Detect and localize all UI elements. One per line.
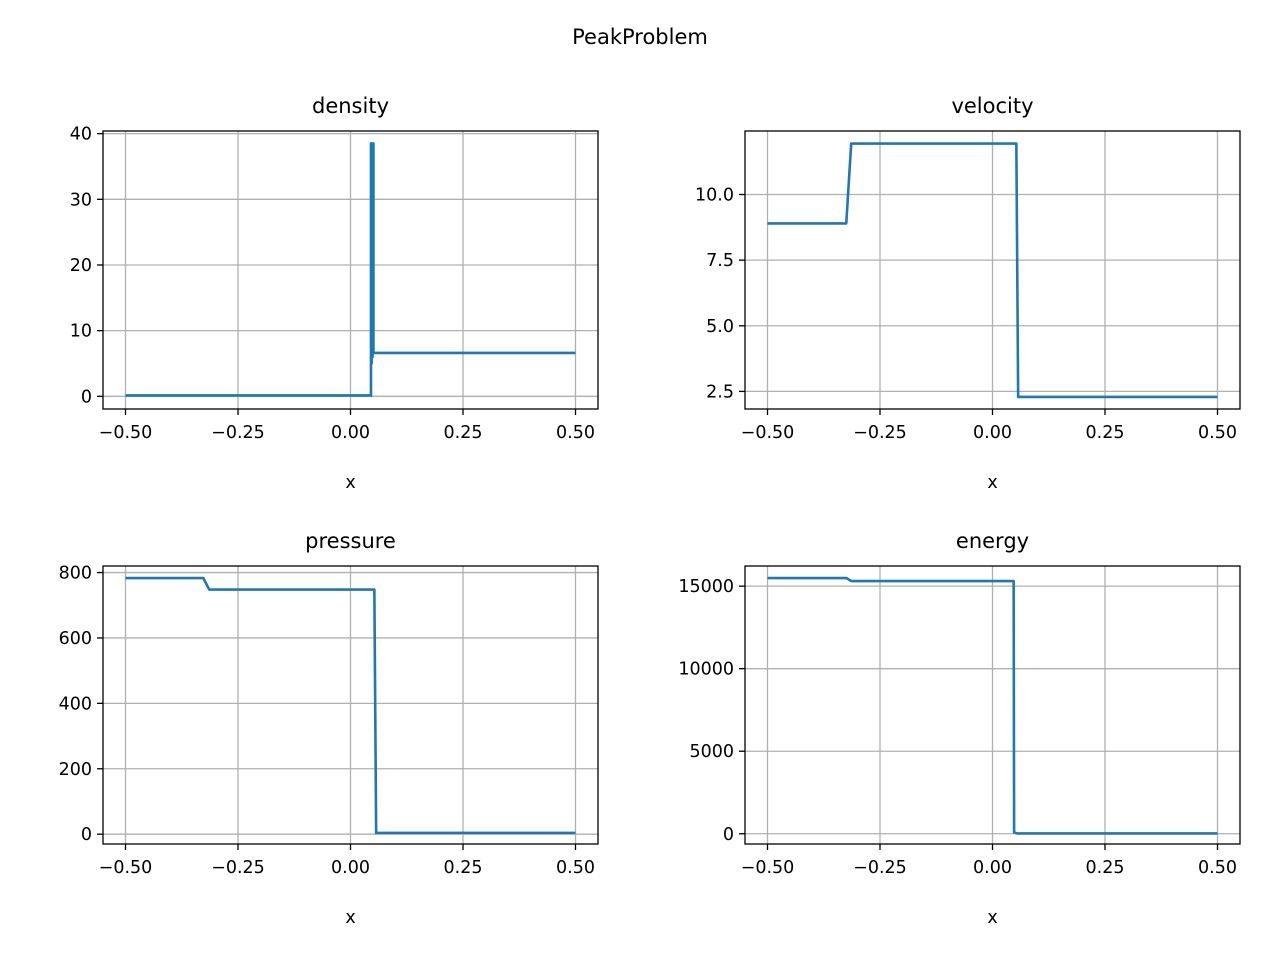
x-tick-label: 0.50 <box>1198 858 1237 878</box>
x-tick-label: −0.50 <box>99 858 153 878</box>
y-tick-label: 20 <box>70 256 92 276</box>
velocity-series-line <box>767 142 1218 399</box>
x-tick-label: 0.00 <box>973 858 1012 878</box>
x-tick-label: 0.50 <box>556 858 595 878</box>
energy-series-line <box>767 576 1218 835</box>
x-tick-label: 0.00 <box>973 423 1012 443</box>
y-tick-label: 5.0 <box>706 317 734 337</box>
subplot-density: −0.50 −0.25 0.00 0.25 0.50 0 10 20 30 40 density x <box>70 94 599 493</box>
subplot-title: velocity <box>951 94 1033 118</box>
x-tick-label: −0.25 <box>853 858 907 878</box>
x-axis-label: x <box>345 908 355 928</box>
x-tick-label: −0.50 <box>741 858 795 878</box>
x-tick-label: −0.25 <box>211 858 265 878</box>
x-axis-label: x <box>987 473 997 493</box>
y-tick-label: 800 <box>59 564 92 584</box>
x-axis-label: x <box>345 473 355 493</box>
y-tick-label: 2.5 <box>706 382 734 402</box>
x-tick-label: −0.25 <box>211 423 265 443</box>
x-tick-label: 0.25 <box>1086 858 1125 878</box>
x-tick-label: 0.25 <box>444 858 483 878</box>
y-tick-label: 0 <box>81 825 92 845</box>
x-tick-label: 0.50 <box>1198 423 1237 443</box>
y-tick-label: 7.5 <box>706 251 734 271</box>
y-tick-label: 200 <box>59 760 92 780</box>
y-tick-label: 400 <box>59 694 92 714</box>
y-tick-label: 10 <box>70 322 92 342</box>
x-tick-label: −0.50 <box>741 423 795 443</box>
x-tick-label: 0.50 <box>556 423 595 443</box>
x-tick-label: −0.25 <box>853 423 907 443</box>
subplot-title: density <box>312 94 389 118</box>
figure-title: PeakProblem <box>572 25 708 49</box>
y-tick-label: 30 <box>70 190 92 210</box>
y-tick-label: 5000 <box>689 742 734 762</box>
subplot-energy: −0.50 −0.25 0.00 0.25 0.50 0 5000 10000 15000 ene… <box>678 529 1241 928</box>
subplot-pressure: −0.50 −0.25 0.00 0.25 0.50 0 200 400 600 800 press… <box>59 529 599 928</box>
y-tick-label: 10.0 <box>695 186 734 206</box>
pressure-series-line <box>125 576 576 835</box>
x-tick-label: −0.50 <box>99 423 153 443</box>
x-tick-label: 0.25 <box>444 423 483 443</box>
x-tick-label: 0.00 <box>331 423 370 443</box>
x-tick-label: 0.25 <box>1086 423 1125 443</box>
y-tick-label: 40 <box>70 125 92 145</box>
y-tick-label: 600 <box>59 629 92 649</box>
y-tick-label: 0 <box>723 825 734 845</box>
x-tick-label: 0.00 <box>331 858 370 878</box>
subplot-title: energy <box>956 529 1029 553</box>
y-tick-label: 15000 <box>678 577 734 597</box>
y-tick-label: 10000 <box>678 660 734 680</box>
density-series-line <box>125 142 576 397</box>
y-tick-label: 0 <box>81 387 92 407</box>
subplot-title: pressure <box>305 529 396 553</box>
subplot-velocity: −0.50 −0.25 0.00 0.25 0.50 2.5 5.0 7.5 10.0 veloc… <box>695 94 1241 493</box>
x-axis-label: x <box>987 908 997 928</box>
